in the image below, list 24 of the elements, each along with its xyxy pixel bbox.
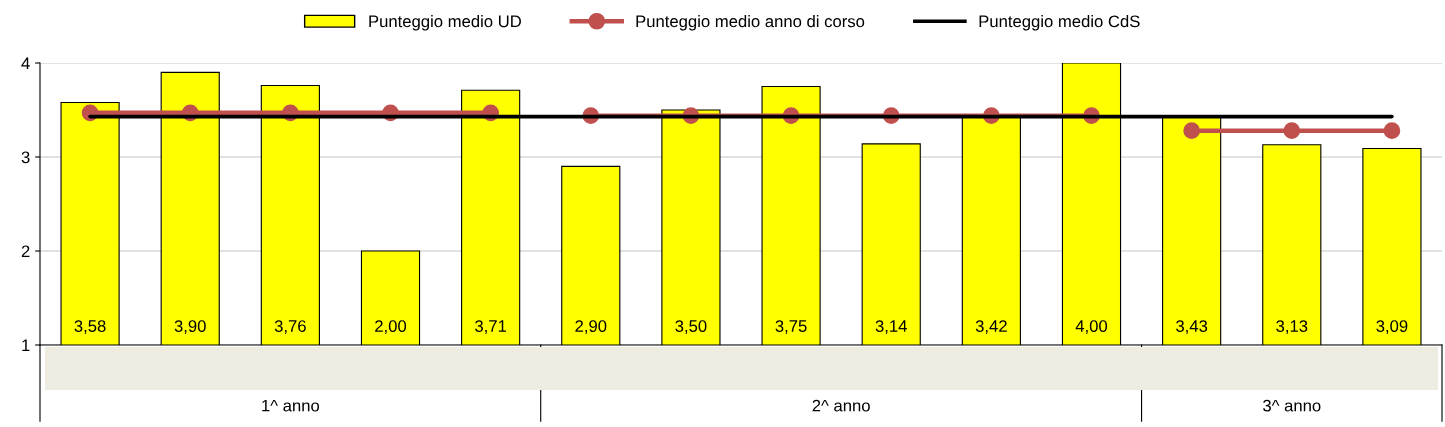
data-label: 3,42 xyxy=(975,320,1007,334)
data-label: 3,14 xyxy=(875,320,907,334)
data-label: 3,13 xyxy=(1276,320,1308,334)
y-tick-label: 1 xyxy=(22,339,30,352)
data-label: 3,71 xyxy=(475,320,507,334)
data-label: 3,76 xyxy=(274,320,306,334)
text: 1^ anno xyxy=(262,399,320,412)
legend-label: Punteggio medio CdS xyxy=(979,15,1140,31)
data-label: 3,50 xyxy=(675,320,707,334)
data-label: 4,00 xyxy=(1075,320,1108,334)
y-tick-label: 3 xyxy=(21,151,30,164)
legend-label: Punteggio medio UD xyxy=(369,15,521,31)
data-label: 3,58 xyxy=(74,320,106,334)
text: 2^ anno xyxy=(812,399,870,412)
data-label: 3,75 xyxy=(775,320,807,334)
y-tick-label: 2 xyxy=(21,245,30,258)
data-label: 2,00 xyxy=(375,320,407,334)
data-label: 3,09 xyxy=(1376,320,1408,334)
data-label: 2,90 xyxy=(575,320,607,334)
data-label: 3,90 xyxy=(174,320,206,334)
text: 3^ anno xyxy=(1263,399,1321,412)
y-tick-label: 4 xyxy=(21,57,30,70)
legend-label: Punteggio medio anno di corso xyxy=(636,15,865,31)
data-label: 3,43 xyxy=(1176,320,1208,334)
